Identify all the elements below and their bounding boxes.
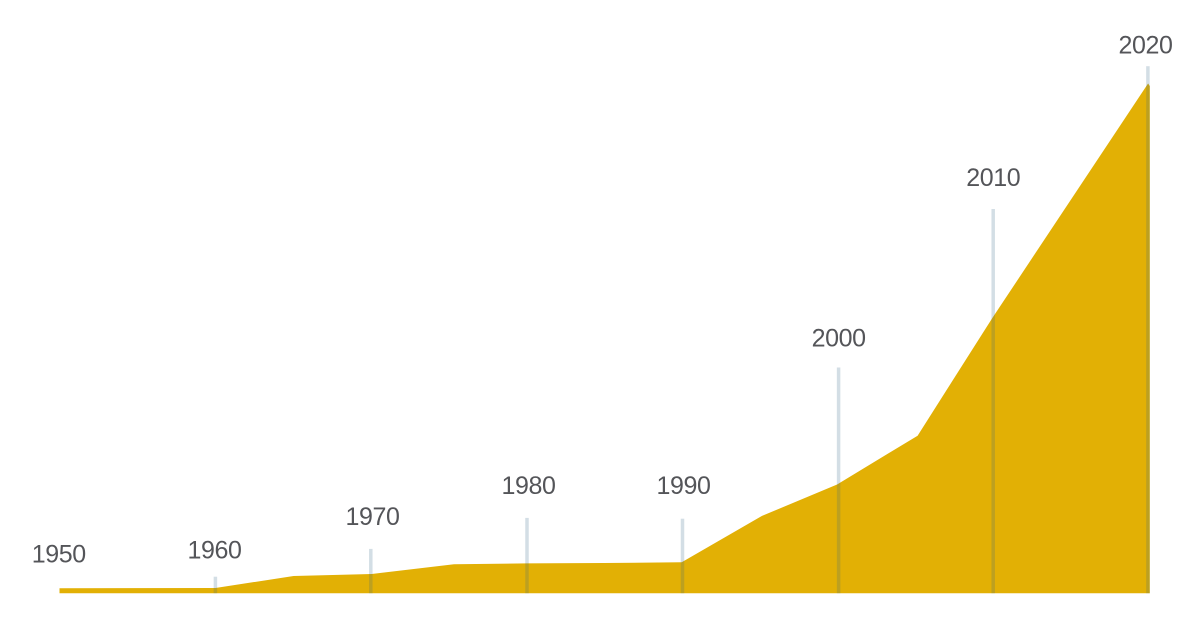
svg-text:1980: 1980 — [501, 472, 555, 500]
svg-text:2020: 2020 — [1118, 32, 1172, 60]
svg-text:2000: 2000 — [812, 325, 866, 353]
svg-text:1950: 1950 — [32, 540, 86, 568]
svg-text:1990: 1990 — [656, 472, 710, 500]
svg-text:1970: 1970 — [345, 503, 399, 531]
svg-text:2010: 2010 — [966, 164, 1020, 192]
svg-text:1960: 1960 — [187, 537, 241, 565]
